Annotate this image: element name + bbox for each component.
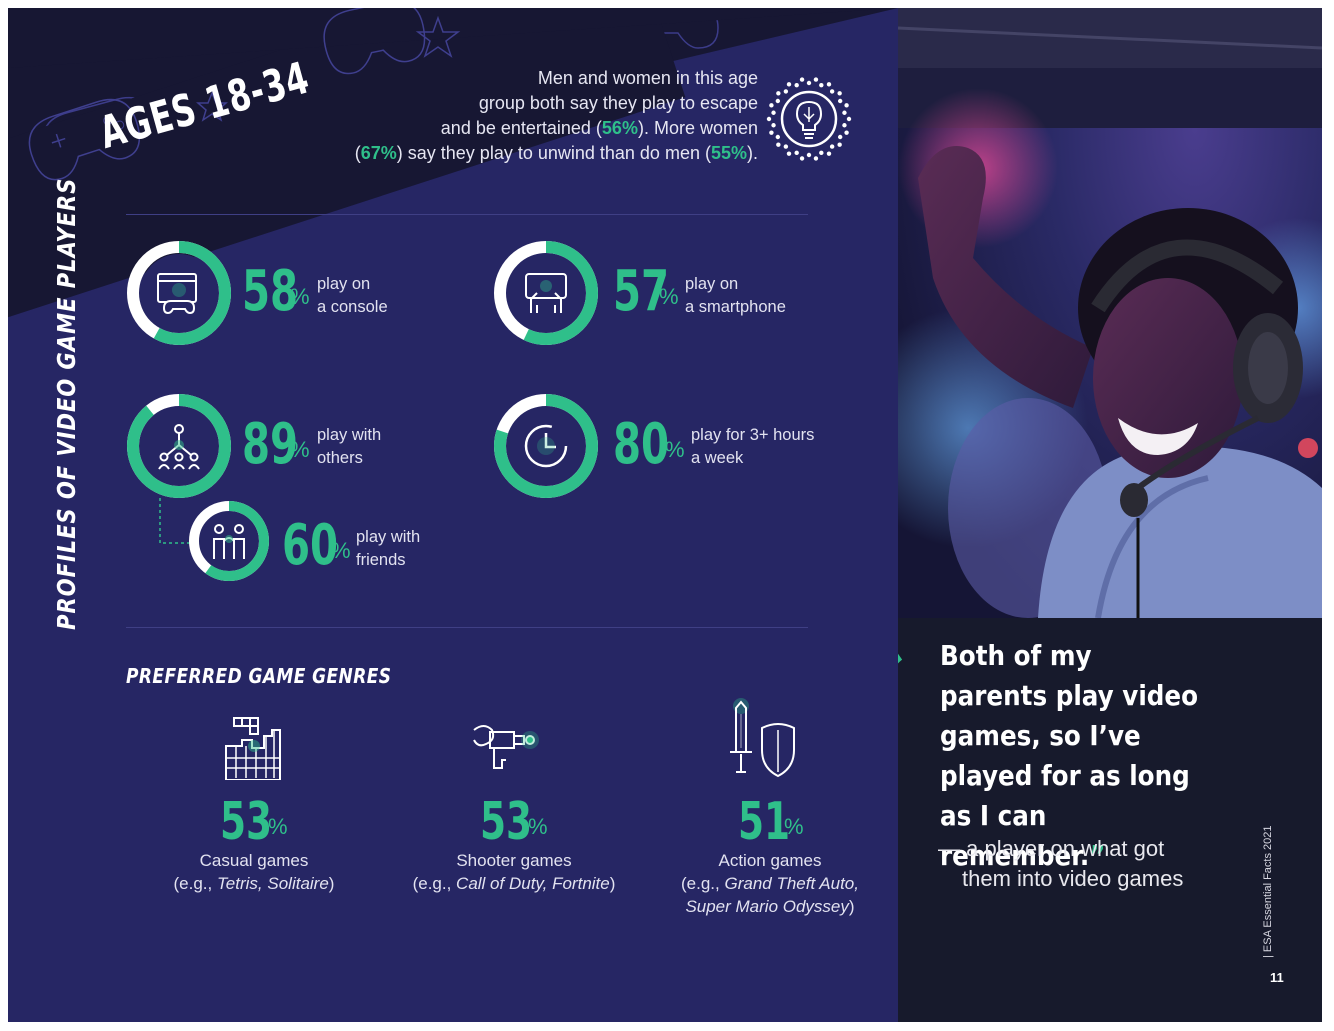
connector-line bbox=[159, 498, 190, 544]
friends-icon bbox=[213, 524, 245, 559]
ring-progress bbox=[494, 241, 598, 345]
quote-close: ” bbox=[1089, 839, 1106, 872]
genre-example-action: (e.g., Grand Theft Auto, bbox=[681, 874, 859, 893]
genre-value-casual: 53 bbox=[220, 792, 273, 852]
genre-example-shooter: (e.g., Call of Duty, Fortnite) bbox=[412, 874, 616, 893]
stat-value-smartphone: 57 bbox=[613, 259, 670, 324]
clock-icon bbox=[524, 424, 568, 468]
page-number: 11 bbox=[1270, 970, 1284, 985]
banner-decorations bbox=[28, 8, 461, 181]
genre-value-action: 51 bbox=[738, 792, 791, 852]
blaster-icon bbox=[473, 725, 539, 769]
genre-example-casual: (e.g., Tetris, Solitaire) bbox=[173, 874, 335, 893]
quote-attribution-1: — a player on what got bbox=[938, 836, 1165, 861]
escape-percent: 56% bbox=[601, 118, 638, 138]
intro-line-2: group both say they play to escape bbox=[478, 93, 758, 113]
stat-label-smartphone-1: play on bbox=[685, 275, 739, 293]
intro-line-3: and be entertained (56%). More women bbox=[440, 118, 758, 138]
stat-label-others-2: others bbox=[317, 449, 363, 467]
genre-pct-shooter: % bbox=[528, 814, 548, 839]
men-percent: 55% bbox=[710, 143, 747, 163]
intro-line-1: Men and women in this age bbox=[537, 68, 758, 88]
stat-label-hours-2: a week bbox=[691, 449, 744, 467]
stat-value-console: 58 bbox=[242, 259, 299, 324]
stat-label-others-1: play with bbox=[317, 426, 382, 444]
gamer-photo bbox=[898, 8, 1322, 618]
genre-casual: 53 % Casual games (e.g., Tetris, Solitai… bbox=[124, 708, 384, 908]
stat-pct-hours: % bbox=[665, 437, 685, 462]
quote-mark-icon: “ bbox=[898, 634, 910, 784]
stat-pct-console: % bbox=[290, 284, 310, 309]
genre-example-action-2: Super Mario Odyssey) bbox=[685, 897, 855, 916]
women-percent: 67% bbox=[360, 143, 397, 163]
quote-text: Both of my parents play video games, so … bbox=[940, 639, 1199, 872]
sword-shield-icon bbox=[730, 698, 795, 778]
side-title: PROFILES OF VIDEO GAME PLAYERS bbox=[52, 177, 81, 630]
stat-value-others: 89 bbox=[242, 412, 299, 477]
stat-label-friends-2: friends bbox=[356, 551, 406, 569]
genre-name-action: Action games bbox=[718, 851, 822, 870]
right-panel: “ Both of my parents play video games, s… bbox=[898, 8, 1322, 1022]
ring-progress bbox=[189, 501, 269, 581]
genres-heading: PREFERRED GAME GENRES bbox=[126, 664, 392, 688]
stat-pct-smartphone: % bbox=[659, 284, 679, 309]
page: AGES 18-34 Men and women in this age gro… bbox=[8, 8, 1322, 1022]
network-people-icon bbox=[158, 424, 200, 470]
stat-pct-others: % bbox=[290, 437, 310, 462]
stat-label-console-2: a console bbox=[317, 298, 388, 316]
gamer-illustration bbox=[898, 8, 1322, 618]
blocks-icon bbox=[225, 717, 281, 780]
stat-label-hours-1: play for 3+ hours bbox=[691, 426, 815, 444]
lightbulb-brain-icon bbox=[766, 77, 852, 161]
intro-text: Men and women in this age group both say… bbox=[288, 66, 758, 166]
genre-pct-action: % bbox=[784, 814, 804, 839]
genre-shooter: 53 % Shooter games (e.g., Call of Duty, … bbox=[384, 708, 644, 908]
quote-attribution-2: them into video games bbox=[962, 866, 1184, 891]
divider-middle bbox=[126, 627, 808, 628]
left-panel: AGES 18-34 Men and women in this age gro… bbox=[8, 8, 898, 1022]
stat-ring-smartphone bbox=[494, 241, 598, 345]
genre-name-shooter: Shooter games bbox=[456, 851, 572, 870]
genre-name-casual: Casual games bbox=[199, 851, 309, 870]
stat-label-smartphone-2: a smartphone bbox=[685, 298, 786, 316]
smartphone-icon bbox=[525, 273, 567, 313]
ring-progress bbox=[494, 394, 598, 498]
genre-pct-casual: % bbox=[268, 814, 288, 839]
ring-progress bbox=[127, 241, 231, 345]
intro-line-4: (67%) say they play to unwind than do me… bbox=[354, 143, 758, 163]
stat-label-console-1: play on bbox=[317, 275, 371, 293]
genre-value-shooter: 53 bbox=[480, 792, 533, 852]
stat-pct-friends: % bbox=[331, 538, 351, 563]
ring-progress bbox=[127, 394, 231, 498]
divider-top bbox=[126, 214, 808, 215]
genre-action: 51 % Action games (e.g., Grand Theft Aut… bbox=[640, 698, 898, 928]
stat-label-friends-1: play with bbox=[356, 528, 421, 546]
stat-value-friends: 60 bbox=[282, 513, 339, 578]
console-icon bbox=[157, 273, 197, 315]
footer-label: | ESA Essential Facts 2021 bbox=[1262, 825, 1274, 958]
stat-value-hours: 80 bbox=[613, 412, 670, 477]
